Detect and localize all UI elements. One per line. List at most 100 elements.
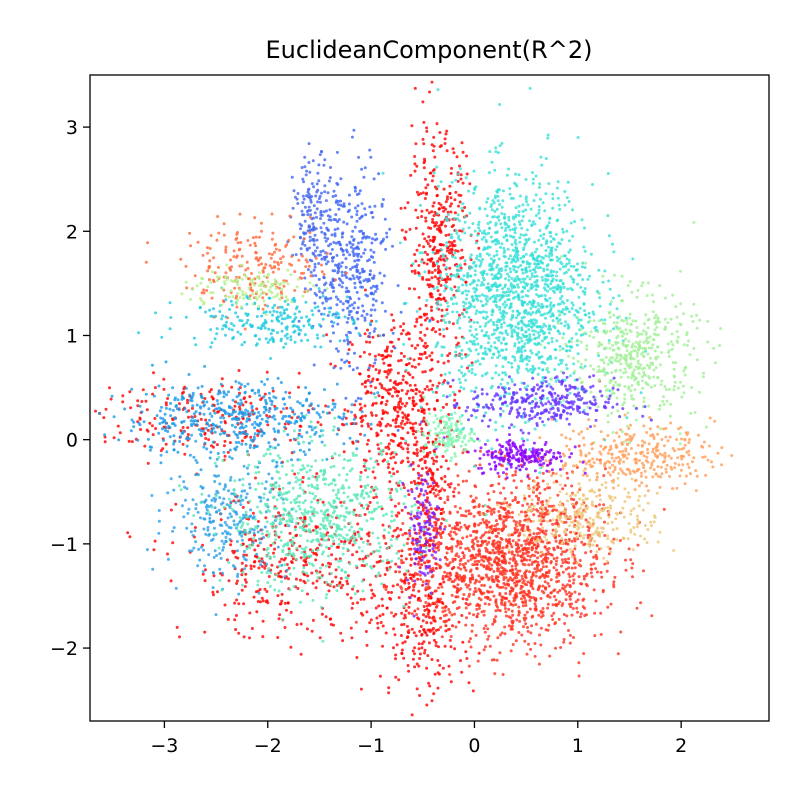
data-point [521,333,525,337]
data-point [544,316,547,320]
data-point [595,544,599,548]
data-point [573,313,577,317]
data-point [419,474,423,478]
data-point [509,254,513,258]
data-point [608,302,612,306]
data-point [512,573,515,577]
data-point [517,294,521,298]
data-point [411,422,415,426]
data-point [409,173,413,177]
data-point [461,181,465,185]
data-point [550,504,553,508]
data-point [503,625,507,629]
data-point [515,579,519,583]
data-point [580,218,584,222]
data-point [429,171,433,175]
data-point [498,592,502,595]
data-point [457,204,460,208]
data-point [162,377,166,381]
data-point [510,380,514,383]
data-point [432,214,436,218]
data-point [495,215,499,219]
data-point [567,268,571,272]
data-point [294,577,298,581]
data-point [518,236,522,240]
data-point [483,246,487,250]
data-point [237,369,241,372]
data-point [374,386,377,390]
data-point [372,496,376,500]
data-point [392,455,396,459]
data-point [396,511,400,515]
data-point [425,402,429,406]
data-point [366,438,370,442]
data-point [556,545,560,549]
data-point [511,291,515,295]
data-point [288,531,292,535]
data-point [557,257,561,261]
data-point [441,243,445,247]
data-point [498,354,501,357]
data-point [601,590,605,594]
data-point [412,358,416,362]
data-point [576,321,580,325]
data-point [448,561,452,565]
data-point [494,528,498,532]
data-point [413,436,417,440]
data-point [428,603,432,607]
data-point [472,464,476,468]
data-point [517,611,521,615]
data-point [501,546,505,550]
data-point [481,555,485,559]
data-point [589,252,593,256]
data-point [424,512,428,516]
data-point [492,544,496,548]
data-point [440,345,444,349]
data-point [280,557,284,561]
data-point [590,575,594,579]
data-point [467,469,471,473]
data-point [203,630,207,634]
data-point [426,496,429,500]
data-point [495,323,499,327]
data-point [411,657,415,661]
data-point [448,524,452,528]
data-point [431,383,435,387]
data-point [415,440,419,444]
data-point [439,373,443,377]
data-point [403,404,407,408]
data-point [478,254,482,258]
data-point [533,397,537,401]
data-point [526,238,530,242]
data-point [315,553,319,557]
data-point [508,267,512,271]
data-point [404,588,408,591]
data-point [556,196,560,200]
data-point [543,312,547,316]
data-point [440,277,444,281]
data-point [408,529,411,532]
data-point [446,218,450,222]
data-point [492,300,496,304]
data-point [435,386,439,390]
data-point [424,216,428,220]
data-point [473,560,477,564]
data-point [270,563,274,567]
data-point [450,180,454,184]
data-point [432,462,436,466]
data-point [636,543,640,547]
data-point [418,458,422,462]
data-point [410,364,414,368]
data-point [391,418,395,422]
data-point [425,579,429,583]
data-point [506,333,510,336]
data-point [547,341,551,345]
data-point [584,613,588,617]
data-point [483,630,487,634]
data-point [356,601,359,605]
data-point [520,574,524,578]
data-point [306,592,309,596]
data-point [545,264,549,268]
data-point [456,595,460,599]
data-point [475,529,479,533]
